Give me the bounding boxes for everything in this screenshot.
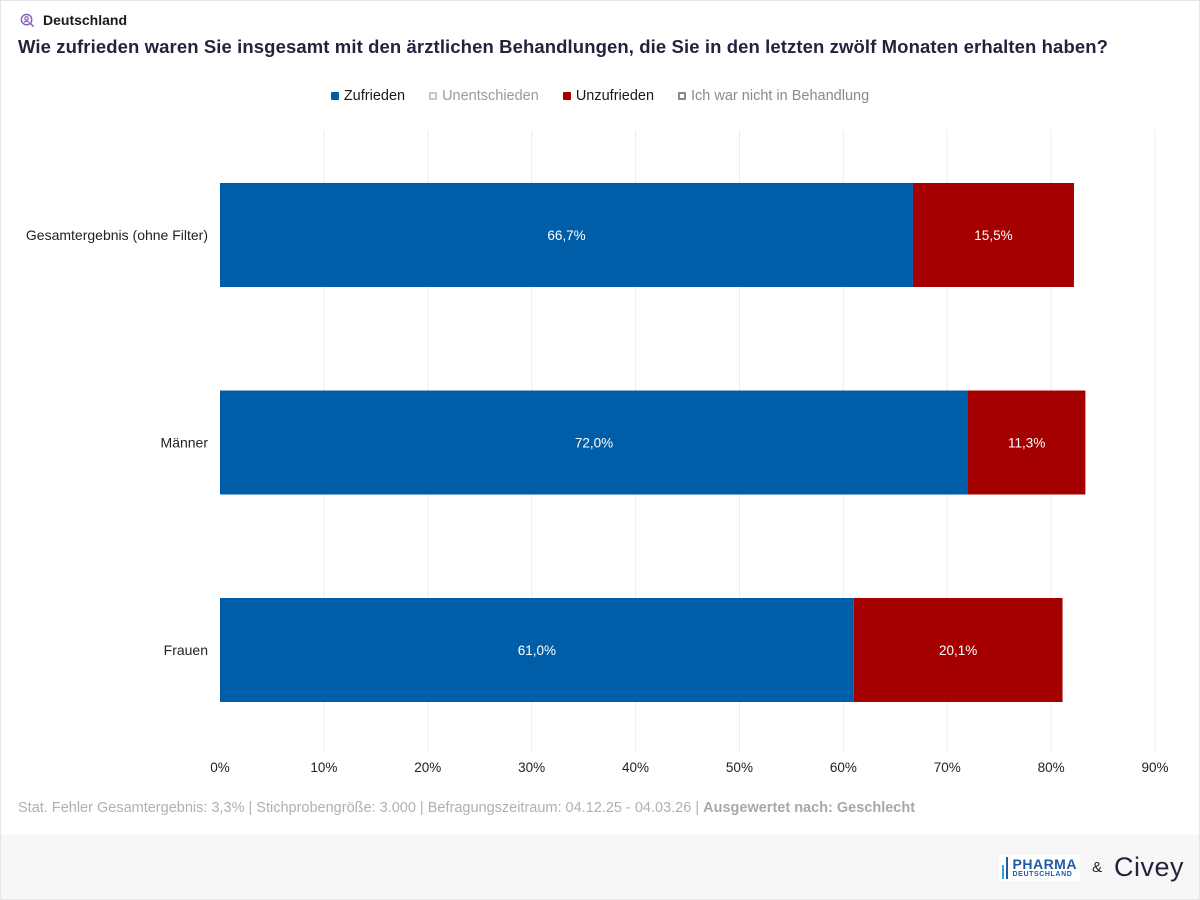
- bar-unzufrieden: [968, 390, 1086, 495]
- x-tick-label: 10%: [310, 760, 337, 775]
- x-tick-label: 80%: [1038, 760, 1065, 775]
- legend-label: Ich war nicht in Behandlung: [691, 88, 870, 104]
- pharma-logo-mark-icon: [1001, 856, 1008, 879]
- data-label: 72,0%: [575, 436, 613, 451]
- footer-stats: Stat. Fehler Gesamtergebnis: 3,3% | Stic…: [18, 800, 704, 816]
- x-tick-label: 0%: [210, 760, 230, 775]
- x-tick-label: 70%: [934, 760, 961, 775]
- legend-label: Zufrieden: [343, 88, 406, 104]
- legend-swatch: [562, 92, 571, 100]
- x-tick-label: 30%: [518, 760, 545, 775]
- civey-logo: Civey: [1113, 852, 1184, 882]
- legend-swatch: [330, 92, 339, 100]
- bar-zufrieden: [220, 390, 968, 495]
- legend-item[interactable]: Unentschieden: [429, 88, 539, 104]
- pharma-logo-subtext: DEUTSCHLAND: [1012, 870, 1073, 878]
- bar-unzufrieden: [853, 598, 1063, 702]
- pharma-logo-text: PHARMA: [1012, 855, 1077, 872]
- search-person-icon: [20, 13, 35, 27]
- legend-label: Unentschieden: [442, 88, 539, 104]
- footer-note: Stat. Fehler Gesamtergebnis: 3,3% | Stic…: [18, 800, 915, 816]
- legend-label: Unzufrieden: [575, 88, 655, 104]
- x-tick-label: 60%: [830, 760, 857, 775]
- bar-zufrieden: [220, 598, 854, 702]
- x-tick-label: 50%: [726, 760, 753, 775]
- bar-chart: 0% 10% 20% 30% 40% 50% 60% 70% 80% 90% Gesamtergeb…: [26, 130, 1169, 775]
- data-label: 66,7%: [547, 228, 585, 243]
- data-label: 61,0%: [518, 643, 556, 658]
- region-label: Deutschland: [20, 12, 127, 28]
- legend-item[interactable]: Ich war nicht in Behandlung: [678, 88, 869, 104]
- category-label: Frauen: [164, 642, 208, 658]
- x-tick-label: 20%: [414, 760, 441, 775]
- bar-unzufrieden: [912, 183, 1074, 287]
- data-label: 20,1%: [939, 643, 977, 658]
- data-label: 15,5%: [974, 228, 1012, 243]
- region-text: Deutschland: [43, 12, 128, 28]
- x-tick-label: 40%: [622, 760, 649, 775]
- x-tick-label: 90%: [1141, 760, 1168, 775]
- ampersand: &: [1091, 859, 1102, 876]
- footer-grouping: Ausgewertet nach: Geschlecht: [703, 800, 916, 816]
- legend: Zufrieden Unentschieden Unzufrieden Ich war…: [0, 88, 1200, 104]
- logos: PHARMA DEUTSCHLAND & Civey: [998, 852, 1184, 883]
- category-label: Gesamtergebnis (ohne Filter): [26, 227, 208, 243]
- legend-swatch: [678, 92, 687, 100]
- legend-item[interactable]: Unzufrieden: [562, 88, 655, 104]
- pharma-deutschland-logo: PHARMA DEUTSCHLAND: [998, 854, 1080, 881]
- bar-zufrieden: [220, 183, 913, 287]
- legend-item[interactable]: Zufrieden: [330, 88, 406, 104]
- legend-swatch: [429, 92, 438, 100]
- chart-title: Wie zufrieden waren Sie insgesamt mit de…: [18, 36, 1109, 57]
- data-label: 11,3%: [1008, 436, 1045, 451]
- category-label: Männer: [161, 435, 209, 451]
